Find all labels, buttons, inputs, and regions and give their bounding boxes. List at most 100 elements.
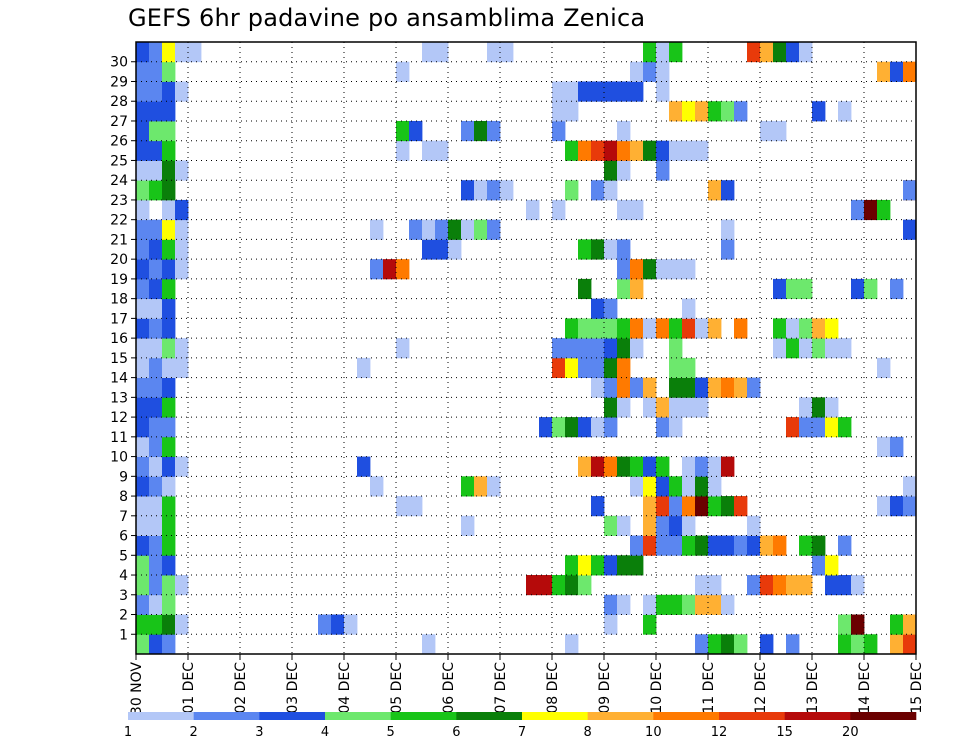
heatmap-cell bbox=[695, 634, 709, 655]
heatmap-cell bbox=[656, 42, 670, 63]
heatmap-cell bbox=[825, 318, 839, 339]
x-tick-label: 07 DEC bbox=[493, 662, 509, 714]
heatmap-cell bbox=[747, 377, 761, 398]
heatmap-cell bbox=[578, 318, 592, 339]
x-tick-label: 30 NOV bbox=[129, 662, 145, 716]
heatmap-cell bbox=[773, 318, 787, 339]
heatmap-cell bbox=[630, 81, 644, 102]
heatmap-cell bbox=[617, 140, 631, 161]
legend-swatch bbox=[128, 712, 194, 720]
heatmap-cell bbox=[721, 239, 735, 260]
heatmap-cell bbox=[721, 634, 735, 655]
heatmap-cell bbox=[747, 535, 761, 556]
legend-label: 7 bbox=[518, 725, 526, 740]
heatmap-cell bbox=[617, 397, 631, 418]
heatmap-cell bbox=[747, 575, 761, 596]
heatmap-cell bbox=[708, 180, 722, 201]
heatmap-cell bbox=[617, 377, 631, 398]
legend-swatch bbox=[390, 712, 457, 720]
heatmap-cell bbox=[552, 417, 566, 438]
legend-label: 8 bbox=[584, 725, 592, 740]
heatmap-cell bbox=[149, 456, 163, 477]
heatmap-cell bbox=[890, 634, 904, 655]
y-tick-label: 6 bbox=[119, 529, 128, 545]
heatmap-cell bbox=[695, 140, 709, 161]
heatmap-cell bbox=[760, 42, 774, 63]
heatmap-cell bbox=[877, 199, 891, 221]
heatmap-cell bbox=[474, 476, 488, 497]
heatmap-cell bbox=[617, 456, 631, 477]
heatmap-cell bbox=[149, 120, 163, 142]
heatmap-cell bbox=[435, 239, 449, 260]
heatmap-cell bbox=[487, 42, 501, 63]
heatmap-cell bbox=[591, 140, 605, 161]
heatmap-cell bbox=[630, 140, 644, 161]
heatmap-cell bbox=[890, 614, 904, 635]
heatmap-cell bbox=[162, 456, 176, 477]
heatmap-cell bbox=[149, 338, 163, 359]
legend-swatch bbox=[456, 712, 523, 720]
heatmap-cell bbox=[721, 496, 735, 517]
heatmap-cell bbox=[786, 575, 800, 596]
heatmap-cell bbox=[175, 456, 189, 477]
heatmap-cell bbox=[669, 377, 683, 398]
heatmap-cell bbox=[435, 140, 449, 161]
heatmap-cell bbox=[630, 278, 644, 300]
heatmap-cell bbox=[162, 535, 176, 556]
legend-label: 12 bbox=[711, 725, 728, 740]
heatmap-cell bbox=[591, 180, 605, 201]
heatmap-cell bbox=[175, 575, 189, 596]
y-tick-label: 3 bbox=[119, 588, 128, 604]
heatmap-cell bbox=[149, 318, 163, 339]
heatmap-cell bbox=[149, 535, 163, 556]
heatmap-cell bbox=[409, 120, 423, 142]
y-tick-label: 4 bbox=[119, 568, 128, 584]
heatmap-cell bbox=[175, 219, 189, 240]
heatmap-cell bbox=[669, 397, 683, 418]
heatmap-cell bbox=[162, 101, 176, 122]
heatmap-cell bbox=[695, 101, 709, 122]
y-tick-label: 1 bbox=[119, 627, 128, 643]
grid-layer bbox=[136, 42, 916, 654]
heatmap-cell bbox=[656, 594, 670, 615]
heatmap-cell bbox=[851, 199, 865, 221]
y-tick-label: 7 bbox=[119, 509, 128, 525]
heatmap-cell bbox=[682, 515, 696, 536]
heatmap-cell bbox=[773, 120, 787, 142]
heatmap-cell bbox=[617, 555, 631, 576]
heatmap-cell bbox=[175, 42, 189, 63]
heatmap-cell bbox=[149, 397, 163, 418]
heatmap-cell bbox=[162, 140, 176, 161]
heatmap-cell bbox=[149, 357, 163, 379]
heatmap-cell bbox=[903, 61, 917, 82]
heatmap-cell bbox=[136, 515, 150, 536]
heatmap-cell bbox=[136, 476, 150, 497]
heatmap-cell bbox=[656, 496, 670, 517]
heatmap-cell bbox=[149, 81, 163, 102]
heatmap-cell bbox=[487, 120, 501, 142]
heatmap-cell bbox=[136, 417, 150, 438]
heatmap-cell bbox=[552, 338, 566, 359]
heatmap-cell bbox=[708, 634, 722, 655]
y-tick-label: 25 bbox=[110, 153, 128, 169]
heatmap-cell bbox=[903, 496, 917, 517]
x-tick-label: 12 DEC bbox=[753, 662, 769, 714]
heatmap-cell bbox=[149, 417, 163, 438]
heatmap-cell bbox=[617, 259, 631, 280]
heatmap-cell bbox=[136, 377, 150, 398]
heatmap-cell bbox=[708, 377, 722, 398]
heatmap-cell bbox=[422, 239, 436, 260]
heatmap-cell bbox=[136, 120, 150, 142]
heatmap-cell bbox=[149, 594, 163, 615]
plot-frame bbox=[135, 41, 917, 655]
heatmap-cell bbox=[643, 61, 657, 82]
heatmap-cell bbox=[682, 456, 696, 477]
heatmap-cell bbox=[162, 377, 176, 398]
y-tick-label: 14 bbox=[110, 371, 128, 387]
legend-swatch bbox=[850, 712, 917, 720]
heatmap-cell bbox=[669, 42, 683, 63]
heatmap-cell bbox=[552, 357, 566, 379]
heatmap-cell bbox=[682, 476, 696, 497]
heatmap-cell bbox=[773, 42, 787, 63]
heatmap-cell bbox=[162, 614, 176, 635]
